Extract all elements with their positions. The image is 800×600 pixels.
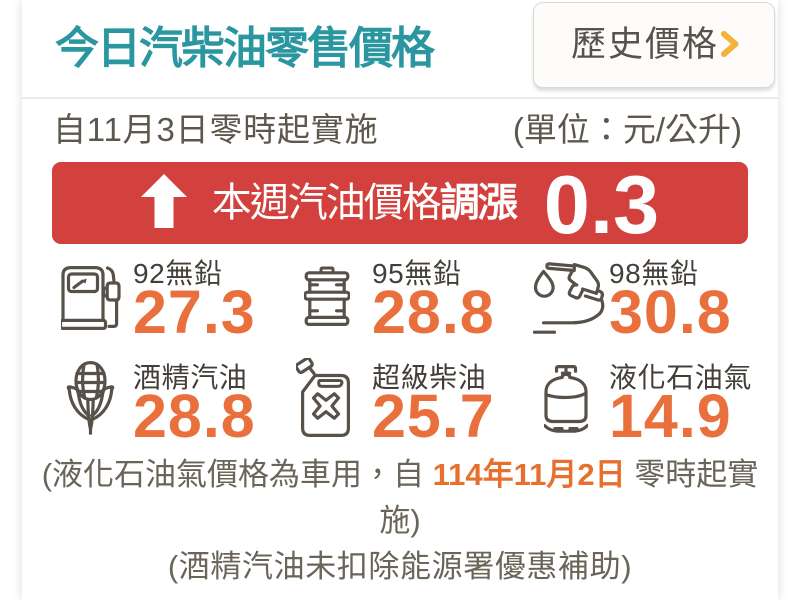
footer-notes: (液化石油氣價格為車用，自 114年11月2日 零時起實施) (酒精汽油未扣除能… bbox=[22, 452, 778, 590]
price-cell-酒精汽油: 酒精汽油 28.8 bbox=[52, 361, 284, 450]
price-cell-98無鉛: 98無鉛 30.8 bbox=[516, 259, 748, 344]
fuel-label: 液化石油氣 bbox=[609, 362, 753, 393]
price-text: 超級柴油 25.7 bbox=[372, 362, 516, 450]
fuel-label: 酒精汽油 bbox=[133, 362, 248, 393]
fuel-label: 95無鉛 bbox=[372, 258, 462, 289]
alcohol-gasoline-note: (酒精汽油未扣除能源署優惠補助) bbox=[167, 549, 633, 584]
price-text: 液化石油氣 14.9 bbox=[609, 362, 753, 450]
fuel-price: 25.7 bbox=[372, 382, 495, 450]
fuel-price: 28.8 bbox=[372, 278, 495, 346]
banner-text: 本週汽油價格調漲 bbox=[211, 162, 518, 244]
fuel-price: 27.3 bbox=[133, 278, 256, 346]
price-text: 95無鉛 28.8 bbox=[372, 258, 516, 346]
fuel-price-widget: 今日汽柴油零售價格 歷史價格 自11月3日零時起實施 (單位：元/公升) 本週汽… bbox=[22, 0, 778, 600]
fuel-label: 超級柴油 bbox=[372, 362, 487, 393]
lpg-note: (液化石油氣價格為車用，自 114年11月2日 零時起實施) bbox=[34, 452, 766, 544]
fuel-price: 30.8 bbox=[609, 278, 732, 346]
gas-cylinder-icon bbox=[543, 365, 589, 439]
price-cell-95無鉛: 95無鉛 28.8 bbox=[284, 259, 516, 344]
price-text: 92無鉛 27.3 bbox=[133, 258, 284, 346]
arrow-up-icon bbox=[140, 173, 187, 228]
banner-text-normal: 本週汽油價格 bbox=[211, 181, 442, 225]
fuel-price: 28.8 bbox=[133, 382, 256, 450]
price-cell-液化石油氣: 液化石油氣 14.9 bbox=[516, 362, 753, 450]
effective-date-text: 自11月3日零時起實施 bbox=[53, 111, 379, 148]
fuel-pump-icon bbox=[58, 266, 121, 335]
history-price-button-label: 歷史價格 bbox=[570, 25, 719, 64]
subheader-row: 自11月3日零時起實施 (單位：元/公升) bbox=[22, 106, 778, 154]
lpg-note-pre: (液化石油氣價格為車用，自 bbox=[41, 457, 433, 492]
page-title: 今日汽柴油零售價格 bbox=[55, 24, 435, 73]
fuel-label: 98無鉛 bbox=[609, 258, 699, 289]
price-cell-92無鉛: 92無鉛 27.3 bbox=[52, 259, 284, 344]
fuel-label: 92無鉛 bbox=[133, 258, 223, 289]
lpg-note-date: 114年11月2日 bbox=[432, 457, 626, 492]
widget-header: 今日汽柴油零售價格 歷史價格 bbox=[22, 0, 778, 99]
corn-icon bbox=[66, 361, 115, 440]
price-grid: 92無鉛 27.3 95無鉛 28.8 98無鉛 30.8 酒精汽油 28.8 bbox=[52, 259, 753, 450]
lpg-note-post: 零時起實施) bbox=[379, 457, 759, 538]
price-text: 酒精汽油 28.8 bbox=[133, 362, 284, 450]
history-price-button[interactable]: 歷史價格 bbox=[533, 2, 775, 88]
unit-text: (單位：元/公升) bbox=[512, 111, 742, 148]
fuel-nozzle-icon bbox=[532, 261, 606, 340]
oil-drum-icon bbox=[303, 266, 351, 331]
banner-action: 調漲 bbox=[439, 181, 518, 225]
chevron-right-icon bbox=[721, 31, 739, 57]
price-text: 98無鉛 30.8 bbox=[609, 258, 748, 346]
jerry-can-icon bbox=[294, 356, 350, 442]
price-cell-超級柴油: 超級柴油 25.7 bbox=[284, 356, 516, 450]
fuel-price: 14.9 bbox=[609, 382, 732, 450]
price-change-banner: 本週汽油價格調漲 0.3 bbox=[52, 158, 748, 251]
banner-amount: 0.3 bbox=[543, 158, 660, 251]
